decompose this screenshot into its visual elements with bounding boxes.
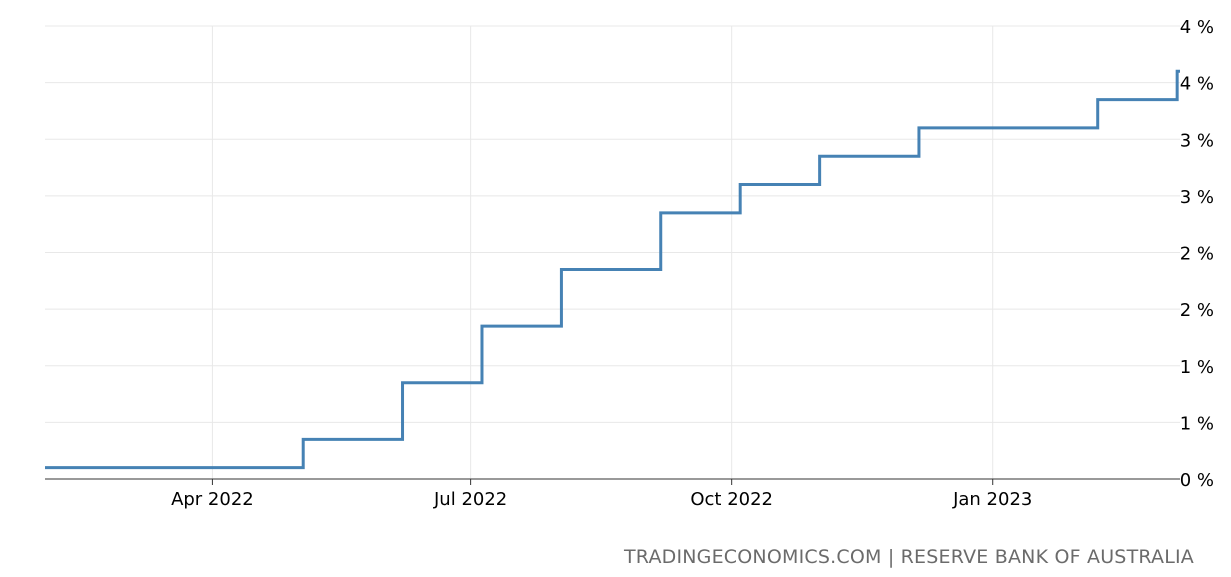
series-line <box>45 69 1180 470</box>
y-tick-label: 4 % <box>1180 17 1214 38</box>
x-tick-label: Jul 2022 <box>433 489 507 510</box>
y-tick-label: 1 % <box>1180 413 1214 434</box>
x-tick-label: Jan 2023 <box>952 489 1032 510</box>
y-tick-label: 3 % <box>1180 130 1214 151</box>
y-gridlines <box>45 25 1180 423</box>
source-attribution: TRADINGECONOMICS.COM | RESERVE BANK OF A… <box>624 546 1194 568</box>
x-tick-label: Oct 2022 <box>690 489 773 510</box>
y-tick-label: 4 % <box>1180 74 1214 95</box>
x-tick-label: Apr 2022 <box>171 489 254 510</box>
x-gridlines <box>211 26 994 479</box>
y-tick-label: 2 % <box>1180 300 1214 321</box>
y-tick-label: 0 % <box>1180 470 1214 491</box>
y-tick-label: 3 % <box>1180 187 1214 208</box>
y-axis-ticks: 0 % 1 % 1 % 2 % 2 % 3 % 3 % 4 % 4 % <box>1180 17 1214 491</box>
x-axis-ticks: Apr 2022 Jul 2022 Oct 2022 Jan 2023 <box>171 479 1032 510</box>
y-tick-label: 2 % <box>1180 244 1214 265</box>
y-tick-label: 1 % <box>1180 357 1214 378</box>
